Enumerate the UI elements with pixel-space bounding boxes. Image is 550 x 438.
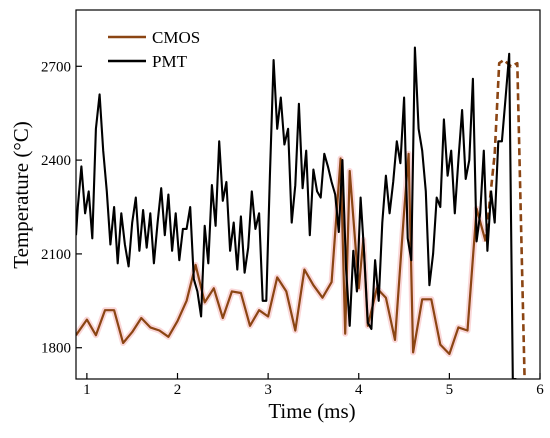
cmos-series-line (76, 152, 487, 356)
x-tick-label: 4 (355, 382, 363, 398)
legend-label-pmt: PMT (152, 52, 188, 71)
y-tick-label: 2100 (41, 247, 71, 263)
x-tick-label: 6 (536, 382, 544, 398)
x-tick-label: 1 (83, 382, 91, 398)
ticks-layer: 1 2 3 4 5 6 1800 2100 2400 2700 (41, 59, 544, 398)
pmt-series-line (76, 46, 517, 379)
legend-label-cmos: CMOS (152, 28, 200, 47)
x-tick-label: 3 (264, 382, 272, 398)
series-layer (76, 46, 526, 379)
x-tick-label: 5 (446, 382, 454, 398)
y-axis-title: Temperature (°C) (9, 121, 33, 268)
cmos-dashed-series-line (484, 58, 526, 379)
y-tick-label: 2400 (41, 153, 71, 169)
series-group (76, 46, 526, 379)
y-tick-label: 1800 (41, 341, 71, 357)
x-tick-label: 2 (174, 382, 182, 398)
legend: CMOS PMT (108, 28, 200, 71)
plot-frame (75, 9, 541, 380)
x-axis-title: Time (ms) (268, 399, 355, 423)
y-tick-label: 2700 (41, 59, 71, 75)
